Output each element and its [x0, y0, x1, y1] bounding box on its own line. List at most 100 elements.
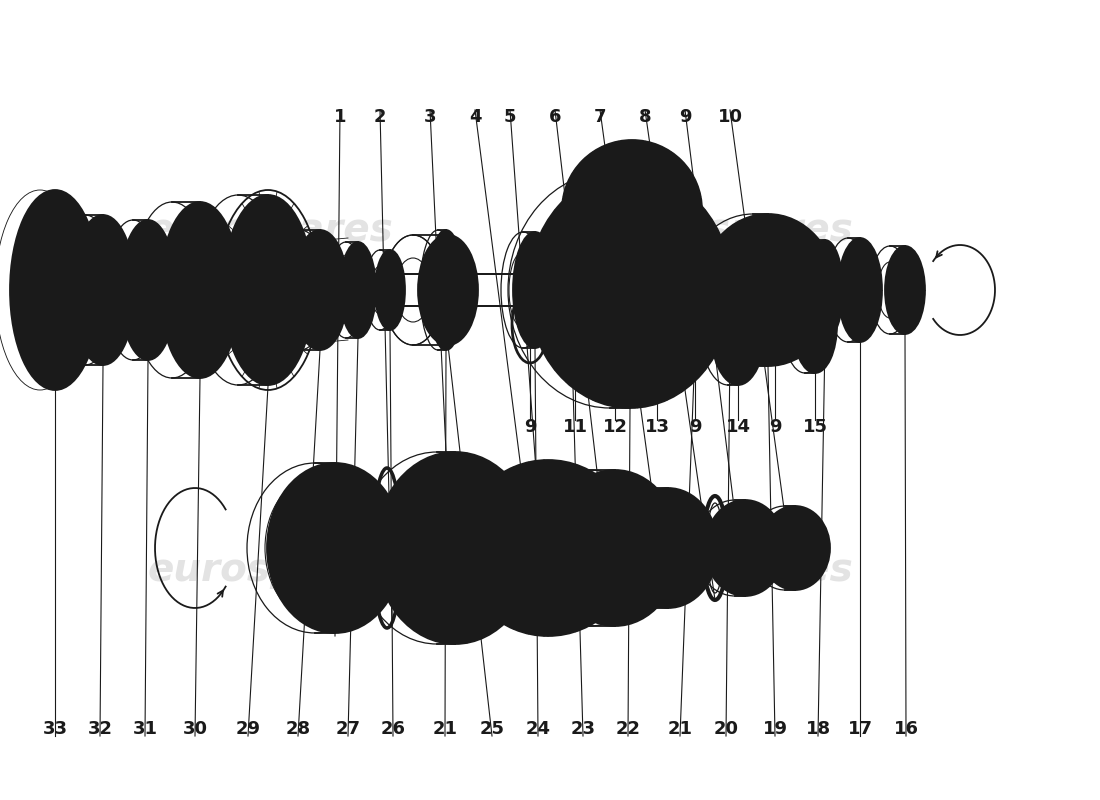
Ellipse shape: [528, 172, 732, 408]
Text: 11: 11: [562, 418, 587, 436]
Text: eurospares: eurospares: [147, 551, 393, 589]
Ellipse shape: [590, 270, 640, 380]
Text: eurospares: eurospares: [147, 211, 393, 249]
Text: 9: 9: [524, 418, 537, 436]
Ellipse shape: [685, 252, 705, 328]
Text: 1: 1: [333, 108, 346, 126]
Ellipse shape: [637, 283, 676, 367]
Ellipse shape: [807, 240, 843, 340]
Ellipse shape: [632, 506, 703, 590]
Ellipse shape: [340, 242, 376, 338]
Text: 6: 6: [549, 108, 561, 126]
Ellipse shape: [418, 235, 478, 345]
Ellipse shape: [178, 240, 222, 340]
Text: 25: 25: [480, 720, 505, 738]
Ellipse shape: [513, 232, 557, 348]
Ellipse shape: [285, 478, 385, 618]
Ellipse shape: [348, 262, 369, 318]
Text: 2: 2: [374, 108, 386, 126]
Ellipse shape: [267, 463, 403, 633]
Text: 12: 12: [603, 418, 627, 436]
Ellipse shape: [593, 522, 637, 574]
Ellipse shape: [520, 536, 540, 560]
Text: 7: 7: [594, 108, 606, 126]
Ellipse shape: [846, 258, 874, 322]
Ellipse shape: [717, 514, 773, 582]
Ellipse shape: [292, 230, 348, 350]
Ellipse shape: [85, 248, 121, 332]
Ellipse shape: [676, 230, 713, 350]
Ellipse shape: [375, 250, 405, 330]
Ellipse shape: [760, 506, 830, 590]
Text: 29: 29: [235, 720, 261, 738]
Ellipse shape: [598, 290, 632, 360]
Text: 9: 9: [769, 418, 781, 436]
Text: eurospares: eurospares: [607, 551, 852, 589]
Ellipse shape: [547, 228, 597, 352]
Ellipse shape: [436, 252, 456, 328]
Text: 31: 31: [132, 720, 157, 738]
Text: 9: 9: [679, 108, 691, 126]
Ellipse shape: [443, 534, 468, 562]
Ellipse shape: [886, 246, 925, 334]
Text: 21: 21: [432, 720, 458, 738]
Text: eurospares: eurospares: [607, 211, 852, 249]
Ellipse shape: [10, 190, 100, 390]
Text: 18: 18: [805, 720, 830, 738]
Ellipse shape: [893, 262, 917, 318]
Ellipse shape: [521, 252, 549, 328]
Text: 20: 20: [714, 720, 738, 738]
Ellipse shape: [815, 260, 835, 320]
Ellipse shape: [512, 526, 548, 570]
Ellipse shape: [612, 270, 648, 310]
Text: 3: 3: [424, 108, 437, 126]
Ellipse shape: [560, 295, 590, 355]
Ellipse shape: [715, 235, 745, 345]
Ellipse shape: [720, 287, 756, 363]
Text: 33: 33: [43, 720, 67, 738]
Text: 8: 8: [639, 108, 651, 126]
Ellipse shape: [72, 215, 135, 365]
Ellipse shape: [120, 220, 176, 360]
Ellipse shape: [720, 255, 739, 325]
Ellipse shape: [428, 230, 464, 350]
Ellipse shape: [130, 248, 166, 332]
Ellipse shape: [627, 260, 688, 390]
Text: 27: 27: [336, 720, 361, 738]
Ellipse shape: [410, 493, 500, 603]
Text: 9: 9: [689, 418, 702, 436]
Ellipse shape: [468, 468, 628, 628]
Text: 21: 21: [668, 720, 693, 738]
Text: 5: 5: [504, 108, 516, 126]
Text: 23: 23: [571, 720, 595, 738]
Text: 28: 28: [285, 720, 310, 738]
Ellipse shape: [562, 140, 702, 280]
Ellipse shape: [304, 255, 336, 325]
Ellipse shape: [838, 238, 882, 342]
Ellipse shape: [381, 266, 399, 314]
Ellipse shape: [240, 232, 296, 348]
Ellipse shape: [710, 265, 766, 385]
Ellipse shape: [705, 500, 785, 596]
Text: 30: 30: [183, 720, 208, 738]
Text: 24: 24: [526, 720, 550, 738]
Text: 16: 16: [893, 720, 918, 738]
Text: 32: 32: [88, 720, 112, 738]
Ellipse shape: [383, 460, 527, 636]
Ellipse shape: [708, 222, 828, 358]
Ellipse shape: [530, 530, 566, 566]
Ellipse shape: [430, 258, 466, 322]
Ellipse shape: [178, 240, 222, 340]
Text: 14: 14: [726, 418, 750, 436]
Ellipse shape: [575, 500, 654, 596]
Ellipse shape: [556, 250, 588, 330]
Ellipse shape: [771, 519, 820, 577]
Ellipse shape: [550, 470, 680, 626]
Ellipse shape: [750, 270, 786, 310]
Ellipse shape: [160, 202, 240, 378]
Text: 4: 4: [469, 108, 482, 126]
Ellipse shape: [223, 195, 314, 385]
Ellipse shape: [700, 214, 836, 366]
Ellipse shape: [800, 295, 830, 355]
Ellipse shape: [553, 277, 597, 373]
